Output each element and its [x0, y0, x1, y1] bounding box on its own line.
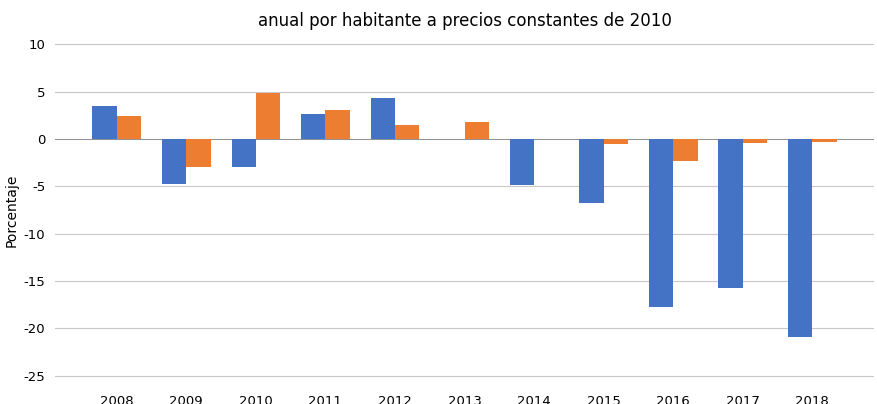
Bar — [673, 139, 696, 161]
Bar — [395, 125, 419, 139]
Bar — [301, 114, 325, 139]
Bar — [579, 139, 602, 204]
Y-axis label: Porcentaje: Porcentaje — [4, 173, 18, 247]
Bar — [787, 139, 811, 337]
Bar — [232, 139, 255, 166]
Title: anual por habitante a precios constantes de 2010: anual por habitante a precios constantes… — [257, 12, 671, 30]
Bar — [370, 98, 395, 139]
Bar — [464, 122, 488, 139]
Bar — [117, 116, 141, 139]
Bar — [742, 139, 766, 143]
Bar — [92, 106, 117, 139]
Bar — [161, 139, 186, 185]
Bar — [811, 139, 836, 142]
Bar — [255, 93, 280, 139]
Bar — [510, 139, 533, 185]
Bar — [325, 110, 349, 139]
Bar — [648, 139, 673, 307]
Bar — [602, 139, 627, 144]
Bar — [186, 139, 210, 167]
Bar — [717, 139, 742, 288]
